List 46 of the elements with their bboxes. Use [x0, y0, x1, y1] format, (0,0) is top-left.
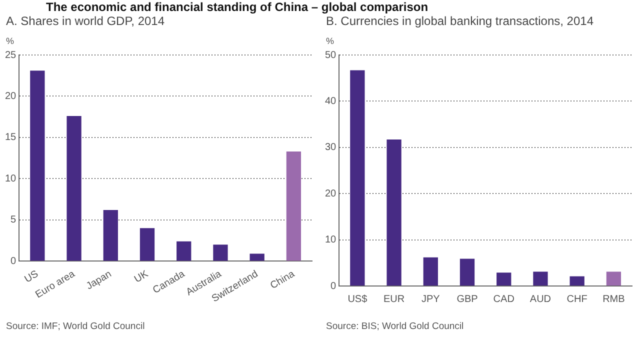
y-tick-label: 0	[10, 256, 17, 267]
bar	[533, 272, 548, 286]
x-tick-label: JPY	[421, 294, 440, 305]
y-tick-label: 20	[325, 188, 337, 200]
x-tick-label: UK	[132, 268, 151, 286]
source-note: Source: IMF; World Gold Council	[6, 321, 145, 332]
bar	[570, 276, 584, 286]
x-tick-label: China	[268, 268, 298, 292]
bar	[176, 241, 192, 261]
bar	[103, 210, 118, 261]
bar	[350, 70, 365, 286]
bar	[606, 272, 622, 286]
y-axis-title: %	[326, 36, 334, 46]
source-note: Source: BIS; World Gold Council	[326, 321, 464, 332]
y-tick-label: 10	[5, 173, 17, 184]
y-tick-label: 15	[5, 132, 17, 144]
bar	[460, 258, 475, 286]
x-tick-label: AUD	[530, 294, 552, 305]
bar	[386, 140, 402, 286]
x-tick-label: EUR	[383, 294, 405, 305]
chart-subtitle: B. Currencies in global banking transactions, 2014	[325, 14, 594, 30]
bar	[496, 272, 512, 286]
x-tick-label: US	[22, 268, 41, 286]
bar	[213, 244, 228, 261]
chart-subtitle: A. Shares in world GDP, 2014	[5, 14, 166, 30]
x-tick-label: RMB	[602, 294, 626, 305]
y-tick-label: 20	[5, 90, 17, 102]
chart-title: The economic and financial standing of China – global comparison	[46, 0, 428, 14]
x-tick-label: CAD	[493, 294, 514, 305]
bar	[140, 228, 155, 261]
y-tick-label: 5	[10, 214, 17, 226]
x-tick-label: US$	[348, 294, 368, 305]
y-tick-label: 50	[325, 50, 337, 61]
bar	[30, 70, 45, 261]
x-tick-label: GBP	[456, 294, 478, 305]
bar	[286, 151, 302, 261]
y-axis-title: %	[6, 36, 14, 46]
y-tick-label: 25	[5, 50, 17, 61]
bar	[423, 257, 438, 286]
bar	[250, 254, 264, 261]
bar	[66, 116, 82, 261]
y-tick-label: 40	[325, 96, 337, 107]
y-tick-label: 30	[325, 142, 337, 154]
x-tick-label: CHF	[566, 294, 588, 305]
y-tick-label: 10	[325, 234, 337, 246]
y-tick-label: 0	[330, 280, 337, 292]
